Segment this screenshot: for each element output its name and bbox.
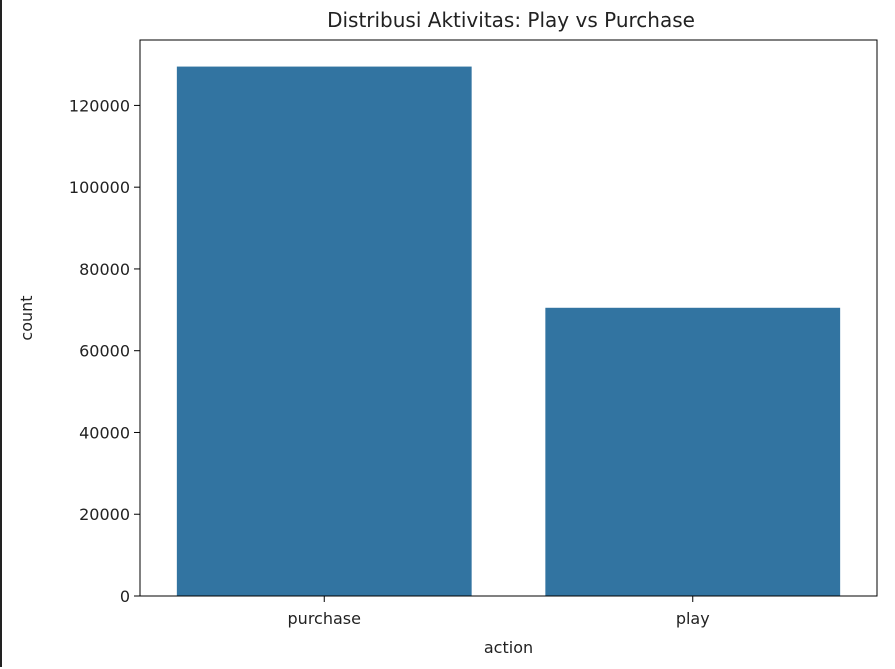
y-axis: 0 20000 40000 60000 80000 100000 120000 — [69, 96, 140, 606]
x-tick-label-play: play — [676, 609, 710, 628]
y-tick-label-60000: 60000 — [79, 342, 130, 361]
x-tick-label-purchase: purchase — [288, 609, 361, 628]
x-axis: purchase play — [288, 596, 710, 628]
y-axis-label: count — [17, 295, 36, 340]
bar-play — [545, 307, 841, 596]
chart-title: Distribusi Aktivitas: Play vs Purchase — [327, 8, 695, 32]
x-axis-label: action — [484, 638, 533, 657]
y-tick-label-100000: 100000 — [69, 178, 130, 197]
y-tick-label-80000: 80000 — [79, 260, 130, 279]
y-tick-label-0: 0 — [120, 587, 130, 606]
bar-purchase — [176, 66, 472, 596]
y-tick-label-20000: 20000 — [79, 505, 130, 524]
y-tick-label-40000: 40000 — [79, 423, 130, 442]
plot-area-frame — [139, 39, 878, 597]
y-tick-label-120000: 120000 — [69, 96, 130, 115]
bars-group — [176, 66, 841, 596]
